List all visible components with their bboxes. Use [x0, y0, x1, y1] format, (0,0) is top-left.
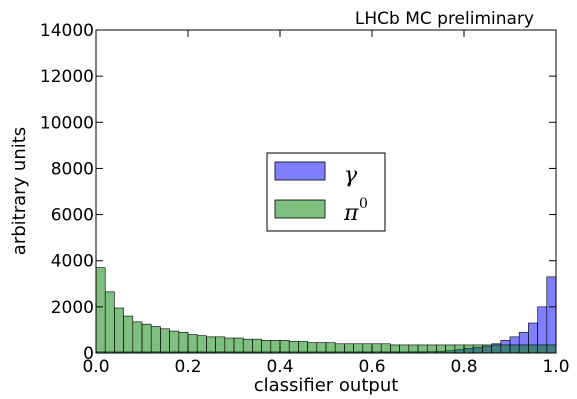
pi0-bar — [500, 344, 511, 354]
pi0-bar — [362, 343, 373, 354]
pi0-bar — [390, 344, 400, 354]
pi0-bar — [233, 337, 244, 354]
pi0-bar — [132, 321, 143, 354]
y-tick-label: 0 — [83, 344, 94, 364]
pi0-bar — [472, 344, 483, 354]
x-tick-labels: 0.0 0.2 0.4 0.6 0.8 1.0 — [82, 357, 569, 377]
pi0-bar — [436, 344, 446, 354]
x-tick-label: 0.4 — [266, 357, 293, 377]
pi0-bar — [344, 343, 354, 354]
pi0-bar — [104, 291, 115, 354]
pi0-bar — [206, 336, 216, 354]
pi0-bar — [242, 338, 253, 354]
pi0-bar — [334, 343, 345, 354]
pi0-bar — [546, 344, 557, 354]
pi0-bar — [537, 344, 548, 354]
pi0-bar — [371, 343, 382, 354]
x-tick-label: 0.0 — [82, 357, 109, 377]
pi0-bar — [528, 344, 538, 354]
y-tick-label: 2000 — [51, 298, 94, 318]
pi0-bar — [408, 344, 419, 354]
pi0-bar — [123, 315, 134, 354]
pi0-bar — [252, 338, 262, 354]
pi0-bar — [215, 336, 226, 354]
x-axis-label: classifier output — [254, 375, 399, 396]
legend-swatch-pi0 — [274, 199, 326, 219]
pi0-bar — [426, 344, 437, 354]
y-tick-label: 8000 — [51, 159, 94, 179]
legend-swatch-gamma — [274, 161, 326, 181]
legend: γ π 0 — [266, 152, 386, 232]
pi0-bar — [482, 344, 492, 354]
y-tick-label: 14000 — [40, 21, 94, 41]
pi0-bar — [261, 340, 272, 354]
pi0-bar — [463, 344, 474, 354]
pi0-bar — [160, 328, 170, 354]
x-tick-label: 0.6 — [358, 357, 385, 377]
pi0-bar — [298, 341, 308, 354]
pi0-bar — [270, 340, 281, 354]
pi0-bar — [454, 344, 465, 354]
pi0-bar — [491, 344, 502, 354]
x-tick-label: 0.2 — [174, 357, 201, 377]
pi0-bar — [169, 330, 180, 354]
legend-label-pi0: π — [343, 201, 359, 226]
pi0-bar — [150, 326, 161, 354]
pi0-bar — [316, 342, 327, 354]
axis-ticks — [95, 29, 557, 354]
y-tick-labels: 0 2000 4000 6000 8000 10000 12000 14000 — [40, 21, 94, 364]
pi0-bar — [380, 343, 391, 354]
pi0-series-bars — [95, 267, 557, 354]
pi0-bar — [518, 344, 529, 354]
x-tick-label: 0.8 — [450, 357, 477, 377]
plot-frame — [95, 29, 557, 354]
y-tick-label: 6000 — [51, 206, 94, 226]
pi0-bar — [509, 344, 520, 354]
pi0-bar — [95, 267, 106, 354]
pi0-bar — [399, 344, 410, 354]
lhcb-annotation: LHCb MC preliminary — [355, 9, 534, 29]
pi0-bar — [288, 341, 299, 354]
pi0-bar — [141, 323, 152, 354]
pi0-bar — [325, 342, 336, 354]
y-axis-label: arbitrary units — [9, 127, 30, 255]
pi0-bar — [353, 343, 364, 354]
pi0-bar — [114, 307, 124, 354]
gamma-bar — [546, 276, 557, 354]
pi0-bar — [417, 344, 428, 354]
y-tick-label: 12000 — [40, 67, 94, 87]
pi0-bar — [187, 334, 198, 354]
pi0-bar — [307, 342, 318, 354]
pi0-bar — [445, 344, 456, 354]
y-tick-label: 10000 — [40, 113, 94, 133]
pi0-bar — [178, 331, 189, 354]
pi0-bar — [279, 340, 290, 354]
pi0-bar — [196, 335, 207, 354]
legend-label-pi0-superscript: 0 — [359, 196, 368, 212]
y-tick-label: 4000 — [51, 252, 94, 272]
pi0-bar — [224, 337, 235, 354]
legend-label-gamma: γ — [344, 163, 358, 188]
x-tick-label: 1.0 — [542, 357, 569, 377]
